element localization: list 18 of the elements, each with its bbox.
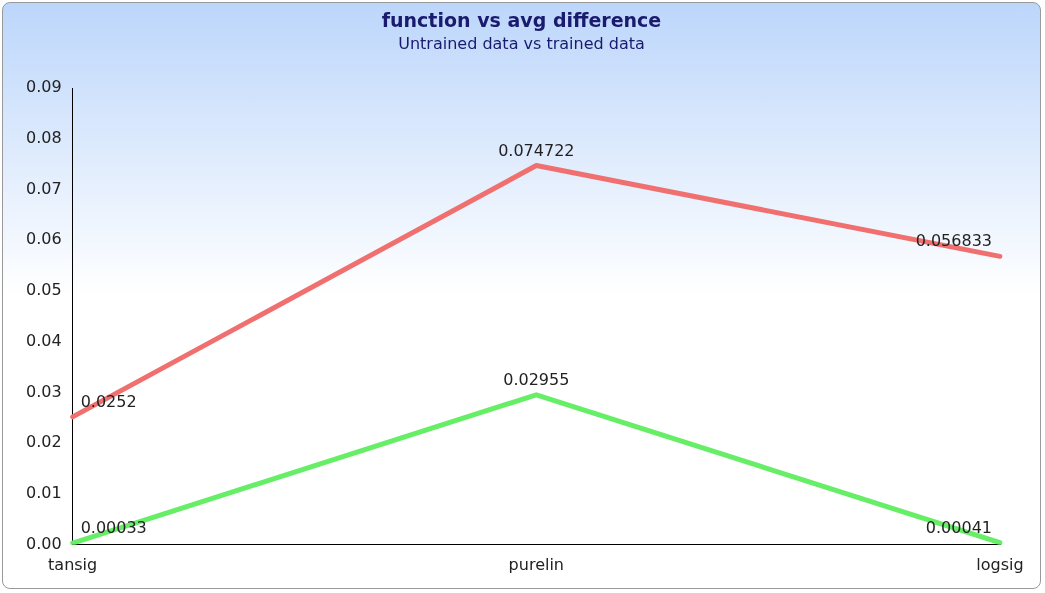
y-tick-label: 0.04 (26, 330, 62, 350)
x-tick-label: logsig (976, 554, 1024, 574)
x-tick-label: purelin (508, 554, 565, 574)
y-tick-label: 0.06 (26, 229, 62, 249)
y-tick-label: 0.08 (26, 127, 62, 147)
y-tick-label: 0.00 (26, 533, 62, 553)
x-tick-label: tansig (48, 554, 98, 574)
data-label: 0.074722 (498, 140, 575, 160)
chart-title: function vs avg difference (380, 9, 663, 31)
data-label: 0.056833 (915, 231, 992, 251)
chart-subtitle: Untrained data vs trained data (397, 34, 646, 53)
y-tick-label: 0.05 (26, 280, 62, 300)
y-tick-label: 0.02 (26, 432, 62, 452)
y-tick-label: 0.07 (26, 178, 62, 198)
y-tick-label: 0.09 (26, 77, 62, 97)
y-tick-label: 0.03 (26, 381, 62, 401)
y-tick-label: 0.01 (26, 483, 62, 503)
data-label: 0.02955 (503, 369, 570, 389)
